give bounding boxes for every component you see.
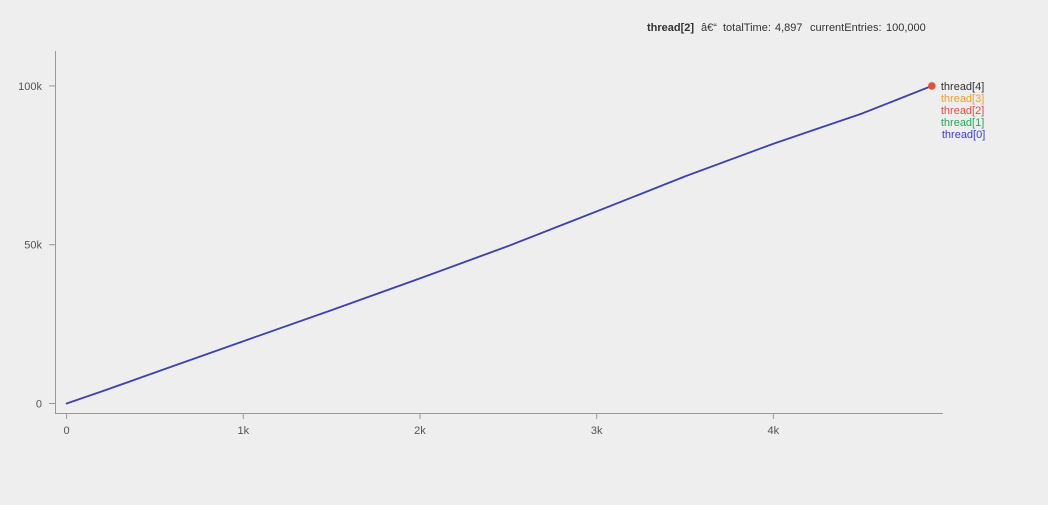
x-tick-label: 1k: [237, 425, 249, 437]
tooltip-field-value-total-time: 4,897: [775, 22, 803, 34]
tooltip: thread[2] â€“ totalTime: 4,897 currentEn…: [647, 22, 926, 34]
legend-label-thread3: thread[3]: [941, 93, 984, 105]
x-tick-label: 3k: [591, 425, 603, 437]
y-tick-label: 100k: [18, 81, 42, 93]
x-tick-label: 4k: [768, 425, 780, 437]
tooltip-field-label-current-entries: currentEntries:: [810, 22, 882, 34]
y-ticks: 0 50k 100k: [18, 81, 55, 410]
y-axis: 0 50k 100k: [18, 51, 56, 413]
tooltip-field-value-current-entries: 100,000: [886, 22, 926, 34]
y-tick-label: 0: [36, 398, 42, 410]
series-layer: [65, 85, 933, 405]
legend-label-thread1: thread[1]: [941, 117, 984, 129]
highlight-point[interactable]: [928, 82, 936, 90]
x-ticks: 0 1k 2k 3k 4k: [64, 413, 780, 437]
legend-label-thread4: thread[4]: [941, 81, 984, 93]
x-tick-label: 2k: [414, 425, 426, 437]
tooltip-separator: â€“: [701, 22, 717, 34]
highlight-layer: [928, 82, 936, 90]
series-line-thread0: [65, 85, 933, 405]
x-tick-label: 0: [64, 425, 70, 437]
legend-label-thread2: thread[2]: [941, 105, 984, 117]
x-axis: 0 1k 2k 3k 4k: [55, 413, 943, 437]
y-tick-label: 50k: [24, 240, 42, 252]
tooltip-series-name: thread[2]: [647, 22, 694, 34]
tooltip-field-label-total-time: totalTime:: [723, 22, 771, 34]
legend-label-thread0: thread[0]: [942, 129, 985, 141]
legend: thread[4]thread[3]thread[2]thread[1]thre…: [941, 81, 985, 141]
